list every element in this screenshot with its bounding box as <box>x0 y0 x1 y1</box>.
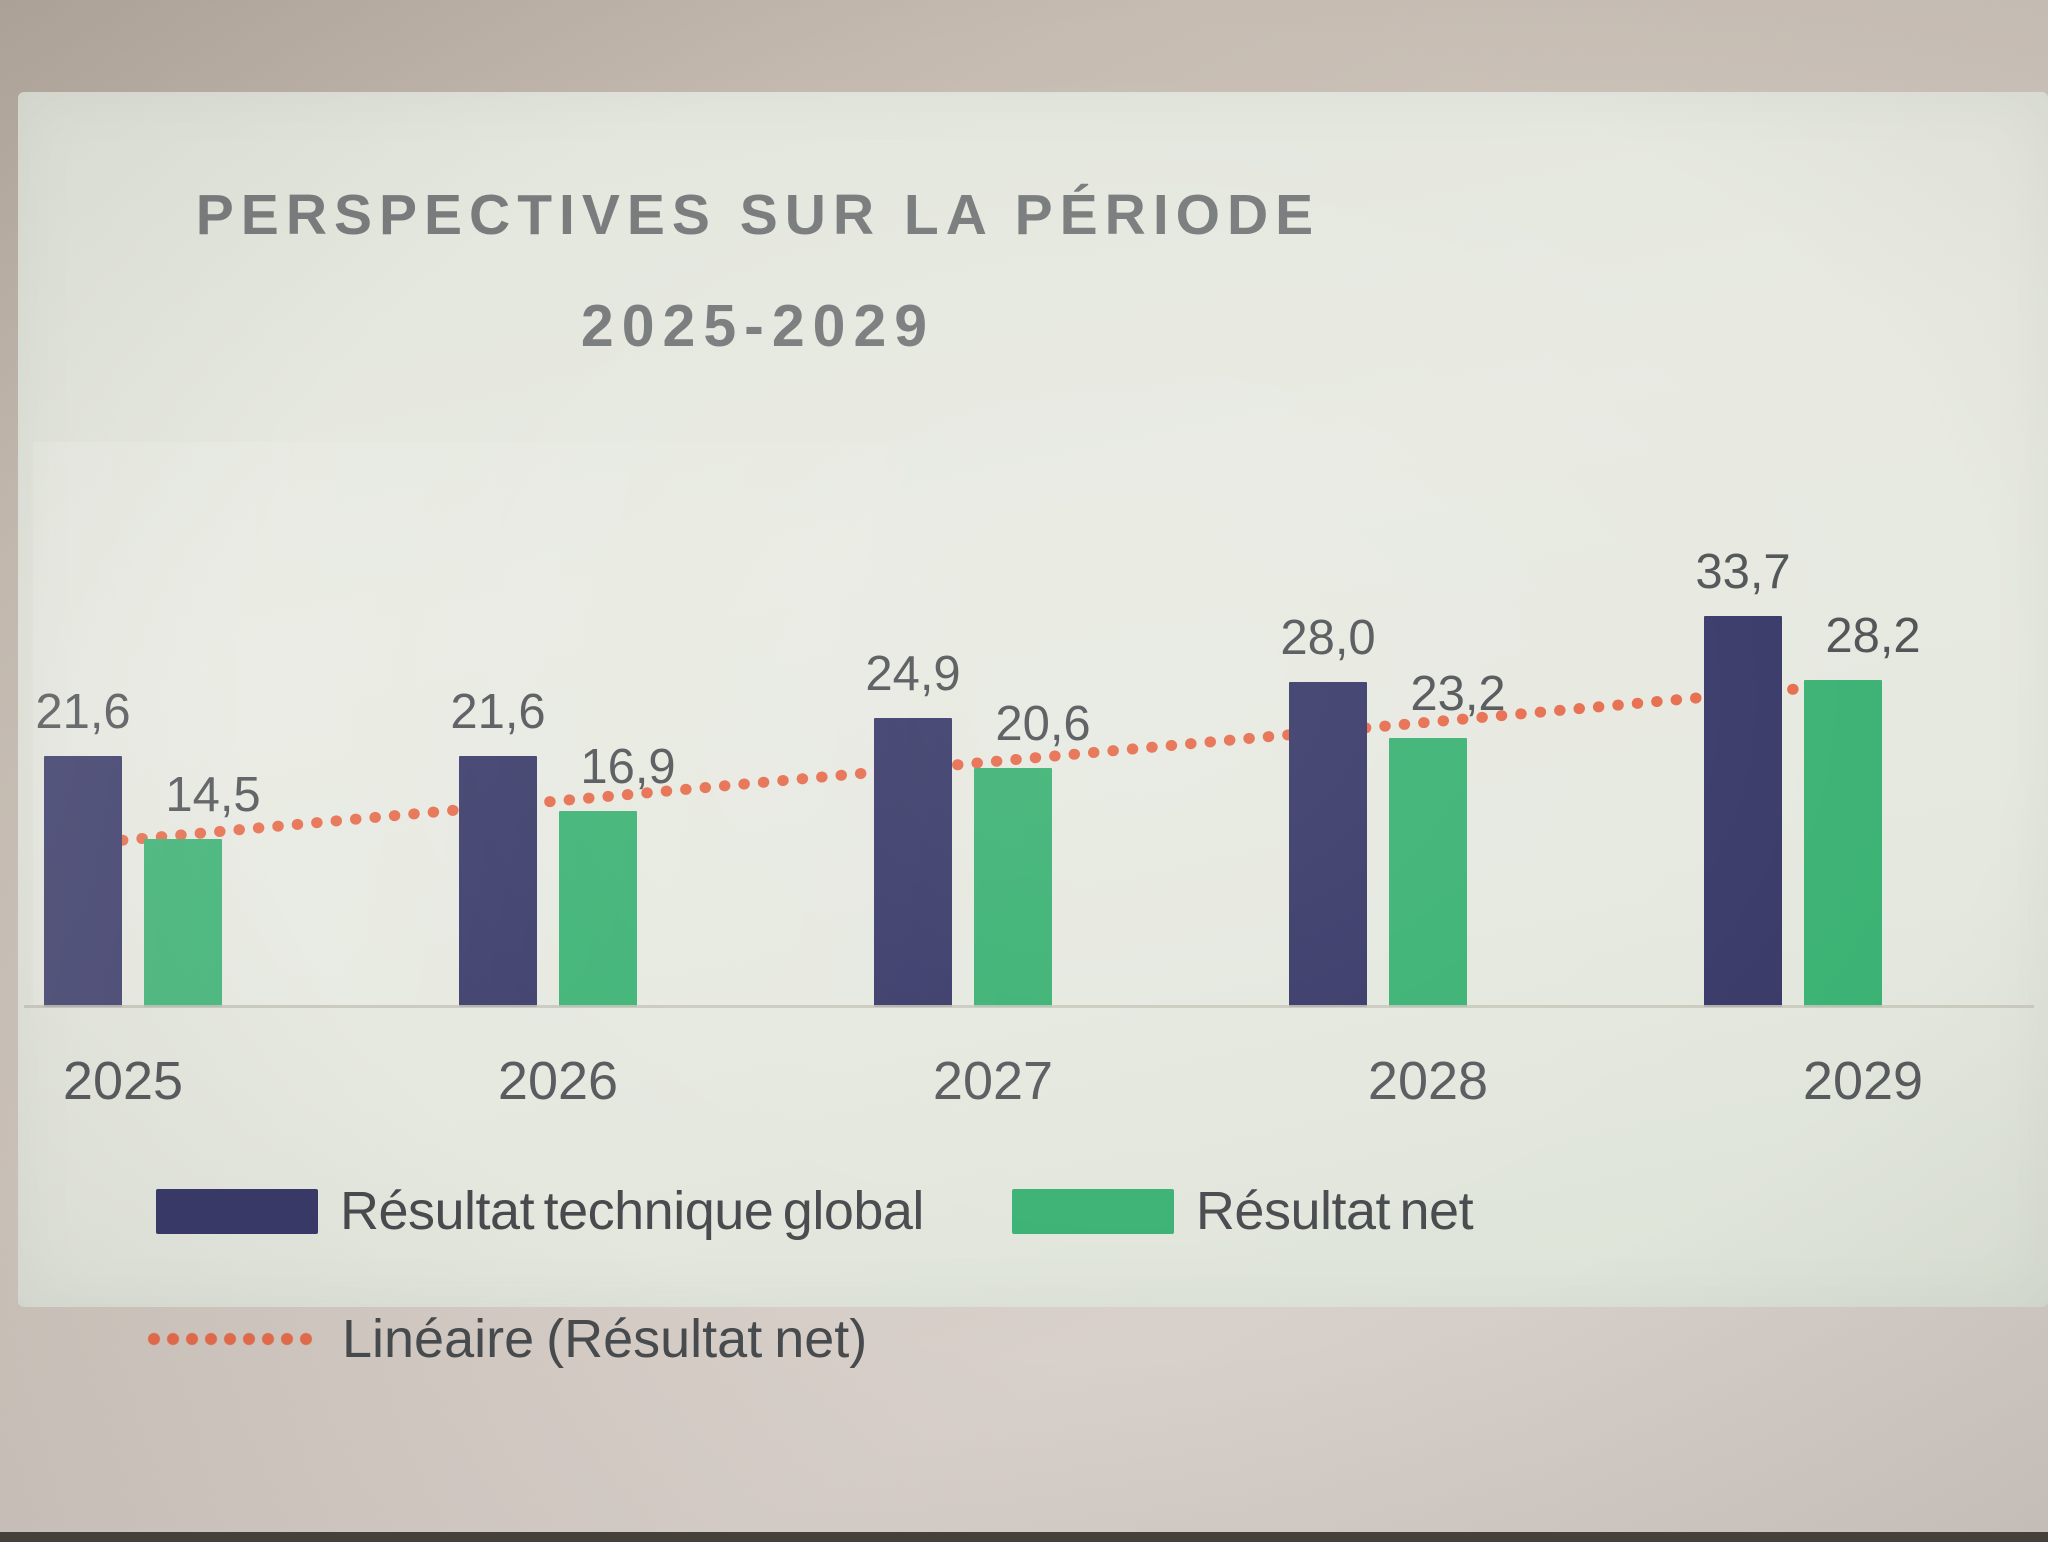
value-label-net-2028: 23,2 <box>1410 666 1506 721</box>
bar-group-2026: 21,6 16,9 <box>450 442 676 1007</box>
bar-resultat-technique-global-2026 <box>459 756 537 1007</box>
bar-resultat-net-2027 <box>974 768 1052 1007</box>
value-label-technique-2029: 33,7 <box>1695 545 1791 600</box>
bar-group-2028: 28,0 23,2 <box>1280 442 1506 1007</box>
bar-resultat-technique-global-2028 <box>1289 682 1367 1007</box>
trend-dotted-line <box>97 681 1824 848</box>
bar-resultat-technique-global-2029 <box>1704 616 1782 1007</box>
value-label-net-2026: 16,9 <box>580 739 676 794</box>
value-label-technique-2025: 21,6 <box>35 685 131 740</box>
chart-title-line2: 2025-2029 <box>580 293 936 359</box>
trend-line-layer <box>97 681 1824 848</box>
legend-label-resultat-technique-global: Résultat technique global <box>340 1181 924 1241</box>
x-axis-label-2027: 2027 <box>932 1051 1054 1111</box>
bar-resultat-technique-global-2025 <box>44 756 122 1007</box>
x-axis-label-2025: 2025 <box>62 1051 184 1111</box>
x-axis-label-2029: 2029 <box>1802 1051 1924 1111</box>
x-axis-label-2028: 2028 <box>1367 1051 1489 1111</box>
photo-bottom-edge <box>0 1532 2048 1542</box>
legend-swatch-resultat-technique-global <box>156 1188 318 1234</box>
value-label-technique-2026: 21,6 <box>450 685 546 740</box>
bar-resultat-technique-global-2027 <box>874 718 952 1007</box>
chart-title-line1: PERSPECTIVES SUR LA PÉRIODE <box>195 183 1321 247</box>
x-axis-label-2026: 2026 <box>497 1051 619 1111</box>
bar-group-2027: 24,9 20,6 <box>865 442 1091 1007</box>
bar-resultat-net-2028 <box>1389 737 1467 1007</box>
bar-group-2025: 21,6 14,5 <box>35 442 261 1007</box>
x-axis-baseline <box>24 1005 2034 1008</box>
chart-panel: PERSPECTIVES SUR LA PÉRIODE 2025-2029 21… <box>18 92 2048 1369</box>
legend-swatch-resultat-net <box>1011 1188 1174 1234</box>
legend-row-series: Résultat technique global Résultat net <box>156 1180 1474 1242</box>
value-label-net-2027: 20,6 <box>995 697 1091 752</box>
legend-label-resultat-net: Résultat net <box>1195 1181 1474 1241</box>
legend-row-trend: Linéaire (Résultat net) <box>146 1308 867 1370</box>
legend-swatch-lineaire-dotted <box>146 1331 314 1347</box>
value-label-technique-2028: 28,0 <box>1280 611 1376 666</box>
legend-label-lineaire: Linéaire (Résultat net) <box>342 1309 868 1369</box>
bar-group-2029: 33,7 28,2 <box>1695 442 1921 1007</box>
plot-area: 21,6 14,5 21,6 16,9 24,9 20,6 28,0 23,2 33,7 28,2 <box>33 442 1921 1007</box>
value-label-net-2029: 28,2 <box>1825 608 1921 663</box>
bar-resultat-net-2025 <box>144 838 222 1007</box>
chart-title: PERSPECTIVES SUR LA PÉRIODE 2025-2029 <box>48 182 1468 360</box>
bar-resultat-net-2026 <box>559 810 637 1007</box>
value-label-technique-2027: 24,9 <box>865 647 961 702</box>
bar-resultat-net-2029 <box>1804 679 1882 1007</box>
value-label-net-2025: 14,5 <box>165 767 261 822</box>
